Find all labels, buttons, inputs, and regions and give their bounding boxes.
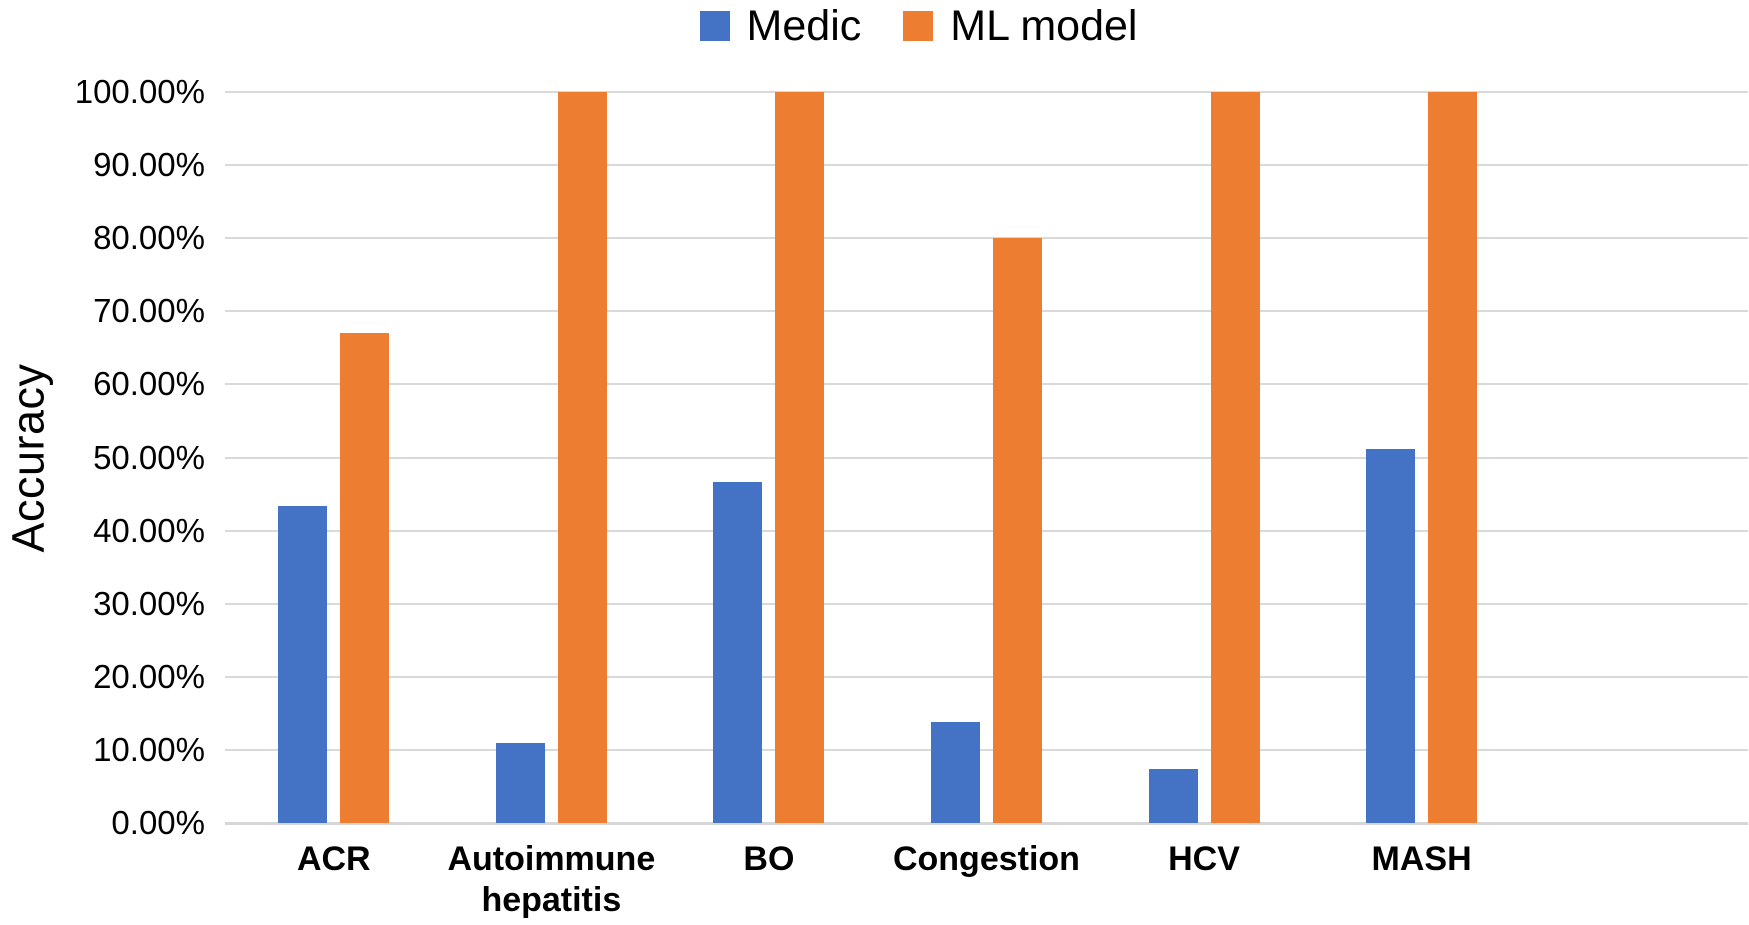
bar-medic-autoimmune-hepatitis xyxy=(496,743,545,823)
legend-swatch-medic xyxy=(699,11,730,41)
y-tick-label: 90.00% xyxy=(93,146,205,183)
bar-medic-acr xyxy=(278,506,327,823)
bar-medic-hcv xyxy=(1149,769,1198,823)
legend: Medic ML model xyxy=(44,2,1749,50)
legend-item-medic: Medic xyxy=(699,2,862,50)
gridline-40.00% xyxy=(225,530,1748,532)
gridline-20.00% xyxy=(225,676,1748,678)
bar-ml-model-bo xyxy=(775,92,824,823)
bar-medic-congestion xyxy=(931,722,980,823)
y-axis-ticks: 0.00% 10.00% 20.00% 30.00% 40.00% 50.00% 60.00… xyxy=(0,73,205,841)
legend-label-medic: Medic xyxy=(746,2,862,50)
bar-ml-model-acr xyxy=(340,333,389,823)
y-tick-label: 50.00% xyxy=(93,439,205,476)
x-axis-labels: ACR Autoimmune hepatitis BO Congestion HCV MA… xyxy=(225,839,1748,921)
y-tick-label: 10.00% xyxy=(93,731,205,768)
x-axis-line xyxy=(225,822,1748,825)
gridline-70.00% xyxy=(225,310,1748,312)
y-tick-label: 0.00% xyxy=(111,804,205,841)
legend-item-ml-model: ML model xyxy=(903,2,1137,50)
bar-ml-model-congestion xyxy=(993,238,1042,823)
gridline-50.00% xyxy=(225,457,1748,459)
x-category-label-congestion: Congestion xyxy=(892,840,1080,878)
x-category-label-hcv: HCV xyxy=(1168,840,1240,878)
x-category-empty-slot xyxy=(1530,839,1748,921)
y-tick-label: 100.00% xyxy=(74,73,205,110)
plot-area xyxy=(225,91,1748,825)
legend-label-ml-model: ML model xyxy=(950,2,1138,50)
y-tick-label: 60.00% xyxy=(93,365,205,402)
bar-ml-model-autoimmune-hepatitis xyxy=(558,92,607,823)
bar-medic-bo xyxy=(713,482,762,823)
y-tick-label: 80.00% xyxy=(93,219,205,256)
y-tick-label: 40.00% xyxy=(93,512,205,549)
legend-swatch-ml-model xyxy=(903,11,934,41)
gridline-80.00% xyxy=(225,237,1748,239)
gridline-100.00% xyxy=(225,91,1748,93)
x-category-label-autoimmune-hepatitis: Autoimmune hepatitis xyxy=(447,840,656,919)
bar-ml-model-hcv xyxy=(1211,92,1260,823)
x-category-label-acr: ACR xyxy=(296,840,371,878)
x-category-label-mash: MASH xyxy=(1371,840,1472,878)
x-category-label-bo: BO xyxy=(743,840,795,878)
gridline-30.00% xyxy=(225,603,1748,605)
gridline-10.00% xyxy=(225,749,1748,751)
y-tick-label: 70.00% xyxy=(93,292,205,329)
bar-ml-model-mash xyxy=(1428,92,1477,823)
gridline-90.00% xyxy=(225,164,1748,166)
y-tick-label: 30.00% xyxy=(93,585,205,622)
y-tick-label: 20.00% xyxy=(93,658,205,695)
bar-medic-mash xyxy=(1366,449,1415,823)
gridline-60.00% xyxy=(225,383,1748,385)
